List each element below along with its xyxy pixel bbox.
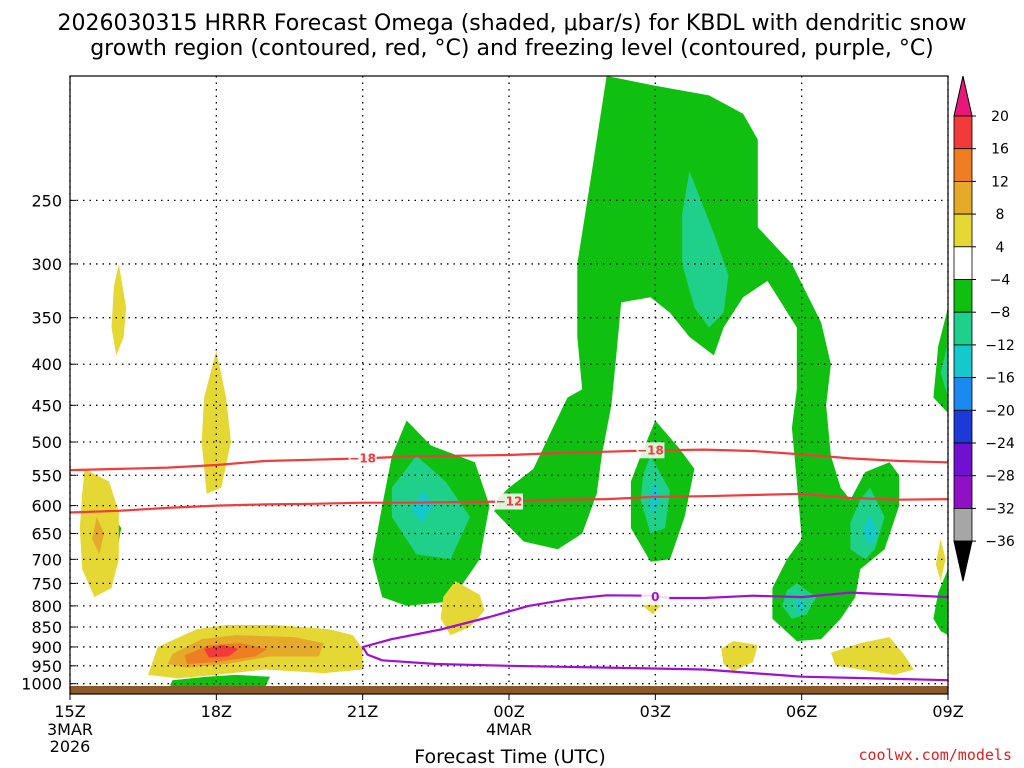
y-tick-label-400: 400	[31, 355, 62, 374]
colorbar-label-0: 20	[991, 109, 1009, 125]
omega-region-13	[940, 341, 948, 398]
colorbar-bin-3	[953, 180, 973, 215]
colorbar-label-10: −24	[985, 436, 1015, 452]
x-tick-sublabel-3MAR: 3MAR	[47, 720, 93, 739]
colorbar-top-arrow	[953, 75, 973, 117]
freezing-level-label-bg-0	[641, 589, 670, 606]
colorbar-bin-9	[953, 377, 973, 411]
x-tick-label-09Z: 09Z	[932, 702, 963, 721]
colorbar-bin-2	[953, 148, 973, 182]
omega-region-17	[111, 263, 127, 356]
omega-region-27	[721, 641, 758, 672]
dgz-lower-label-0: −12	[496, 495, 523, 509]
colorbar-bin-6	[953, 279, 973, 313]
omega-shaded-regions	[79, 76, 948, 691]
omega-region-14	[933, 569, 948, 636]
omega-region-18	[201, 350, 231, 494]
y-tick-label-500: 500	[31, 433, 62, 452]
y-tick-label-900: 900	[31, 638, 62, 657]
y-tick-label-800: 800	[31, 597, 62, 616]
colorbar-label-4: 4	[996, 240, 1005, 256]
colorbar-label-13: −36	[985, 534, 1015, 550]
y-tick-label-350: 350	[31, 309, 62, 328]
x-tick-sublabel-2026: 2026	[50, 737, 91, 756]
omega-region-20	[92, 517, 105, 555]
omega-region-11	[794, 599, 807, 613]
freezing-level-label-0: 0	[651, 590, 659, 604]
freezing-level-contour	[361, 591, 949, 682]
y-tick-label-650: 650	[31, 524, 62, 543]
omega-region-2	[411, 490, 434, 523]
x-tick-label-18Z: 18Z	[201, 702, 232, 721]
y-tick-label-950: 950	[31, 657, 62, 676]
omega-region-5	[682, 171, 729, 328]
dgz-upper-label-1: −18	[637, 443, 664, 457]
x-tick-label-21Z: 21Z	[347, 702, 378, 721]
dgz-upper-contour	[69, 448, 949, 472]
y-axis: 2503003504004505005506006507007508008509…	[21, 191, 76, 694]
colorbar-label-5: −4	[990, 273, 1011, 289]
x-tick-label-06Z: 06Z	[786, 702, 817, 721]
dgz-lower-label-bg-0	[495, 493, 523, 510]
credit-text[interactable]: coolwx.com/models	[858, 746, 1012, 764]
colorbar-label-9: −20	[985, 403, 1015, 419]
colorbar-bin-11	[953, 442, 973, 477]
chart-title-line1: 2026030315 HRRR Forecast Omega (shaded, …	[58, 11, 967, 36]
x-axis-label: Forecast Time (UTC)	[414, 746, 605, 768]
y-tick-label-450: 450	[31, 396, 62, 415]
colorbar-bottom-arrow	[953, 540, 973, 582]
colorbar-bin-8	[953, 344, 973, 378]
x-tick-label-15Z: 15Z	[54, 702, 85, 721]
colorbar-label-3: 8	[996, 207, 1005, 223]
colorbar-label-1: 16	[991, 142, 1009, 158]
y-tick-label-550: 550	[31, 466, 62, 485]
y-tick-label-850: 850	[31, 618, 62, 637]
colorbar-label-12: −32	[985, 501, 1015, 517]
x-tick-sublabel-4MAR: 4MAR	[486, 720, 532, 739]
colorbar-bin-4	[953, 213, 973, 248]
colorbar-label-7: −12	[985, 338, 1015, 354]
omega-region-28	[830, 637, 914, 675]
colorbar-label-2: 12	[991, 174, 1009, 190]
contour-lines: −18 −18 −12 0	[69, 442, 949, 682]
omega-colorbar: 20 16 12 8 4 −4 −8 −12 −16 −20 −24 −28 −32 −36	[953, 75, 1015, 582]
dgz-upper-label-bg-0	[348, 450, 377, 467]
y-tick-label-300: 300	[31, 255, 62, 274]
omega-region-29	[935, 538, 946, 582]
colorbar-label-8: −16	[985, 371, 1015, 387]
dgz-upper-label-0: −18	[349, 451, 376, 465]
omega-region-3	[494, 76, 900, 642]
omega-region-12	[933, 307, 948, 413]
y-tick-label-750: 750	[31, 574, 62, 593]
x-tick-label-00Z: 00Z	[493, 702, 524, 721]
y-tick-label-1000: 1000	[21, 675, 62, 694]
colorbar-label-11: −28	[985, 469, 1015, 485]
y-tick-label-600: 600	[31, 497, 62, 516]
colorbar-bin-13	[953, 507, 973, 542]
omega-region-9	[862, 514, 878, 547]
ground-surface	[70, 686, 948, 694]
colorbar-bin-1	[953, 115, 973, 150]
dgz-upper-label-bg-1	[636, 442, 665, 459]
colorbar-bin-10	[953, 409, 973, 444]
colorbar-bin-12	[953, 475, 973, 509]
chart-title-line2: growth region (contoured, red, °C) and f…	[90, 36, 934, 61]
y-tick-label-250: 250	[31, 191, 62, 210]
y-tick-label-700: 700	[31, 550, 62, 569]
x-tick-label-03Z: 03Z	[640, 702, 671, 721]
colorbar-bin-5	[953, 246, 973, 280]
omega-region-24	[204, 645, 239, 658]
colorbar-bin-7	[953, 311, 973, 346]
colorbar-label-6: −8	[990, 305, 1011, 321]
